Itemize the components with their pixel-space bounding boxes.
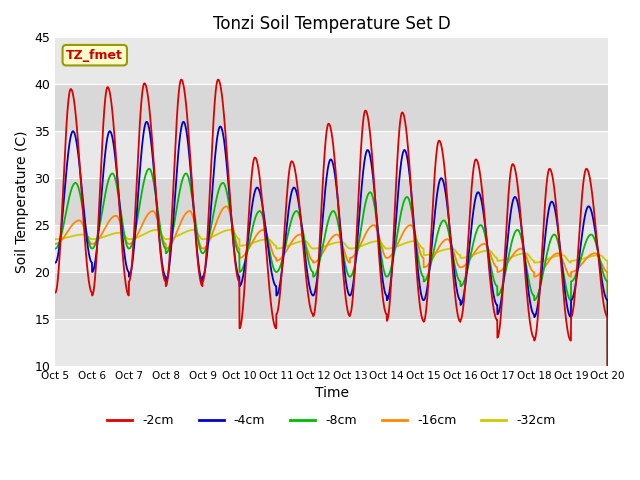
Bar	[55, 319, 608, 366]
X-axis label: Time: Time	[314, 386, 349, 400]
Bar	[55, 272, 608, 319]
Bar	[55, 84, 608, 131]
Legend: -2cm, -4cm, -8cm, -16cm, -32cm: -2cm, -4cm, -8cm, -16cm, -32cm	[102, 409, 561, 432]
Bar	[55, 37, 608, 84]
Bar	[55, 178, 608, 225]
Title: Tonzi Soil Temperature Set D: Tonzi Soil Temperature Set D	[212, 15, 451, 33]
Bar	[55, 131, 608, 178]
Text: TZ_fmet: TZ_fmet	[67, 48, 124, 62]
Y-axis label: Soil Temperature (C): Soil Temperature (C)	[15, 131, 29, 273]
Bar	[55, 225, 608, 272]
